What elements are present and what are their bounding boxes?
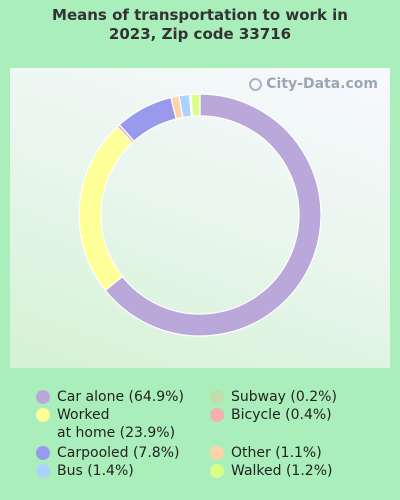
legend-item-worked: Worked at home (23.9%) [36,406,175,442]
legend-item-walked: Walked (1.2%) [210,462,332,480]
legend-swatch [36,390,50,404]
legend-item-car-alone: Car alone (64.9%) [36,388,184,406]
legend-label: Other (1.1%) [231,445,322,461]
legend-label: Bus (1.4%) [57,463,134,479]
city-data-logo-icon [249,77,263,91]
slice-car-alone [104,93,322,337]
slice-carpooled [118,96,177,142]
legend-item-bicycle: Bicycle (0.4%) [210,406,332,424]
chart-panel: City-Data.com [10,68,390,368]
legend-label: Bicycle (0.4%) [231,407,332,423]
chart-title-line-2: 2023, Zip code 33716 [108,25,292,43]
legend-item-bus: Bus (1.4%) [36,462,134,480]
legend-swatch [210,446,224,460]
watermark: City-Data.com [249,76,378,92]
slice-walked [190,93,201,117]
legend-label: Worked at home (23.9%) [57,407,176,441]
watermark-text: City-Data.com [266,76,378,92]
legend: Car alone (64.9%) Worked at home (23.9%) C… [0,384,400,494]
legend-item-carpooled: Carpooled (7.8%) [36,444,179,462]
legend-item-subway: Subway (0.2%) [210,388,337,406]
legend-swatch [210,390,224,404]
slice-worked-at-home [78,125,134,292]
chart-title: Means of transportation to work in 2023,… [0,6,400,44]
legend-label: Walked (1.2%) [231,463,333,479]
legend-item-other: Other (1.1%) [210,444,322,462]
legend-label: Car alone (64.9%) [57,389,184,405]
legend-swatch [36,464,50,478]
chart-title-line-1: Means of transportation to work in [52,6,348,24]
legend-label: Carpooled (7.8%) [57,445,180,461]
donut-chart [78,93,322,337]
legend-swatch [210,464,224,478]
legend-swatch [210,408,224,422]
legend-label: Subway (0.2%) [231,389,337,405]
legend-swatch [36,446,50,460]
legend-swatch [36,408,50,422]
